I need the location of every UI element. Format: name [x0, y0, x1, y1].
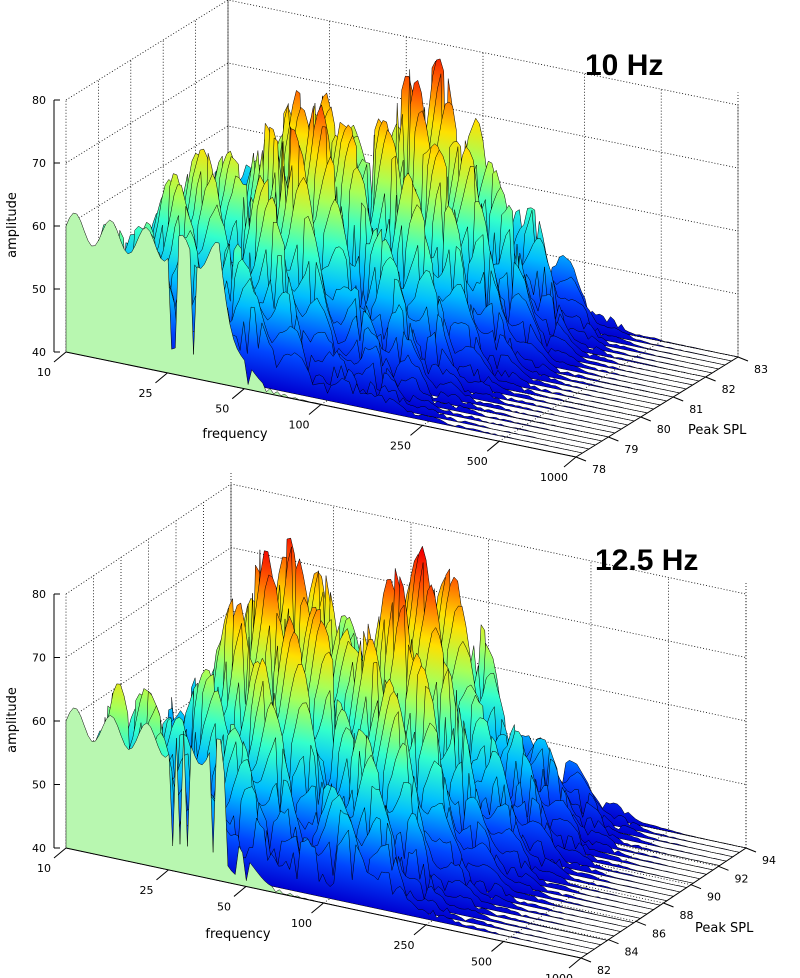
chart-12-5hz: 10 25 50 100 250 500 1000 82 84 86 88 90 92 94 40 50 60 7… — [5, 471, 776, 978]
spl-tick-label: 94 — [762, 854, 776, 867]
spl-tick — [580, 957, 592, 963]
spl-tick-label: 78 — [592, 463, 606, 476]
amplitude-tick-label: 70 — [32, 157, 46, 170]
frequency-tick-label: 250 — [390, 439, 411, 452]
spl-tick — [737, 356, 749, 362]
spl-tick-label: 82 — [597, 964, 611, 977]
grid-line-amplitude — [65, 483, 747, 595]
spl-tick — [673, 396, 684, 402]
spl-tick-label: 81 — [689, 403, 703, 416]
frequency-tick-label: 10 — [37, 366, 51, 379]
frequency-tick-label: 1000 — [540, 471, 568, 484]
amplitude-tick-label: 60 — [32, 715, 46, 728]
amplitude-tick-label: 50 — [32, 779, 46, 792]
frequency-tick-label: 500 — [467, 455, 488, 468]
frequency-tick — [486, 440, 500, 452]
spl-tick — [745, 847, 757, 853]
amplitude-tick-label: 50 — [32, 283, 46, 296]
z-axis-label: amplitude — [5, 687, 20, 753]
surface-slice — [98, 693, 615, 937]
frequency-tick — [156, 869, 169, 881]
spl-tick — [640, 416, 651, 422]
spl-tick — [635, 920, 647, 926]
frequency-tick — [311, 902, 324, 914]
surface — [65, 58, 739, 458]
chart-10hz: 10 25 50 100 250 500 1000 78 79 80 81 82 83 40 50 60 70 8… — [5, 0, 768, 484]
spl-tick-label: 80 — [657, 423, 671, 436]
surface-slice — [124, 145, 635, 422]
grid-line-amplitude — [65, 125, 739, 232]
spl-tick-label: 90 — [707, 891, 721, 904]
spl-tick — [705, 376, 716, 382]
frequency-tick — [410, 425, 423, 436]
surface-slice — [98, 206, 609, 438]
frequency-tick — [568, 957, 582, 969]
spl-tick-label: 86 — [652, 927, 666, 940]
chart-title: 10 Hz — [585, 49, 663, 82]
chart-title: 12.5 Hz — [595, 544, 698, 577]
spl-tick — [608, 436, 619, 442]
frequency-tick — [155, 372, 168, 384]
frequency-tick — [491, 941, 504, 952]
x-axis-label: frequency — [202, 427, 268, 442]
frequency-tick-label: 25 — [139, 884, 153, 897]
amplitude-tick-label: 80 — [32, 588, 46, 601]
spl-tick — [608, 939, 619, 945]
surface-slice — [72, 683, 588, 954]
x-axis-label: frequency — [205, 927, 271, 942]
frequency-tick-label: 10 — [37, 862, 51, 875]
amplitude-tick-label: 70 — [32, 652, 46, 665]
spl-tick — [690, 884, 702, 890]
frequency-tick-label: 500 — [471, 955, 492, 968]
frequency-tick — [563, 456, 577, 468]
frequency-tick — [53, 351, 67, 363]
spl-tick-label: 83 — [754, 363, 768, 376]
spl-tick-label: 88 — [680, 909, 694, 922]
spl-tick-label: 82 — [722, 383, 736, 396]
frequency-tick-label: 1000 — [545, 972, 573, 978]
spl-tick — [718, 865, 729, 871]
spl-axis — [575, 356, 739, 458]
y-axis-label: Peak SPL — [695, 921, 754, 936]
grid-line-amplitude — [65, 0, 739, 106]
grid-line-amplitude — [65, 547, 747, 658]
amplitude-tick-label: 40 — [32, 842, 46, 855]
grid-line-amplitude — [65, 62, 739, 169]
spl-tick-label: 92 — [735, 872, 749, 885]
grid-line-frequency — [499, 89, 662, 442]
spl-tick — [663, 902, 674, 908]
spl-tick — [575, 456, 587, 462]
spl-tick-label: 84 — [625, 946, 639, 959]
frequency-tick — [231, 388, 245, 400]
y-axis-label: Peak SPL — [688, 423, 747, 438]
frequency-tick — [233, 886, 247, 897]
frequency-tick-label: 100 — [289, 419, 310, 432]
surface — [65, 537, 747, 959]
frequency-tick — [308, 404, 322, 415]
frequency-tick-label: 25 — [138, 387, 152, 400]
frequency-tick — [53, 847, 67, 859]
spl-tick-label: 79 — [624, 443, 638, 456]
frequency-tick-label: 250 — [393, 939, 414, 952]
frequency-tick — [413, 924, 427, 936]
z-axis-label: amplitude — [5, 192, 20, 258]
frequency-tick-label: 100 — [291, 917, 312, 930]
amplitude-tick-label: 60 — [32, 220, 46, 233]
amplitude-tick-label: 80 — [32, 94, 46, 107]
amplitude-tick-label: 40 — [32, 346, 46, 359]
frequency-tick-label: 50 — [217, 900, 231, 913]
frequency-tick-label: 50 — [215, 403, 229, 416]
